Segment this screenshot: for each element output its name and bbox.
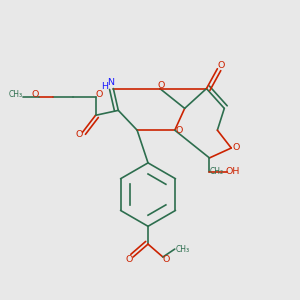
Text: O: O: [232, 143, 240, 152]
Text: O: O: [75, 130, 82, 139]
Text: O: O: [217, 61, 225, 70]
Text: N: N: [107, 77, 114, 86]
Text: O: O: [158, 81, 165, 90]
Text: O: O: [125, 256, 132, 265]
Text: O: O: [163, 256, 170, 265]
Text: CH₂: CH₂: [210, 167, 224, 176]
Text: OH: OH: [225, 167, 240, 176]
Text: CH₃: CH₃: [175, 244, 189, 253]
Text: O: O: [32, 90, 39, 99]
Text: O: O: [95, 90, 103, 99]
Text: H: H: [101, 82, 109, 91]
Text: CH₃: CH₃: [9, 90, 23, 99]
Text: O: O: [176, 126, 183, 135]
